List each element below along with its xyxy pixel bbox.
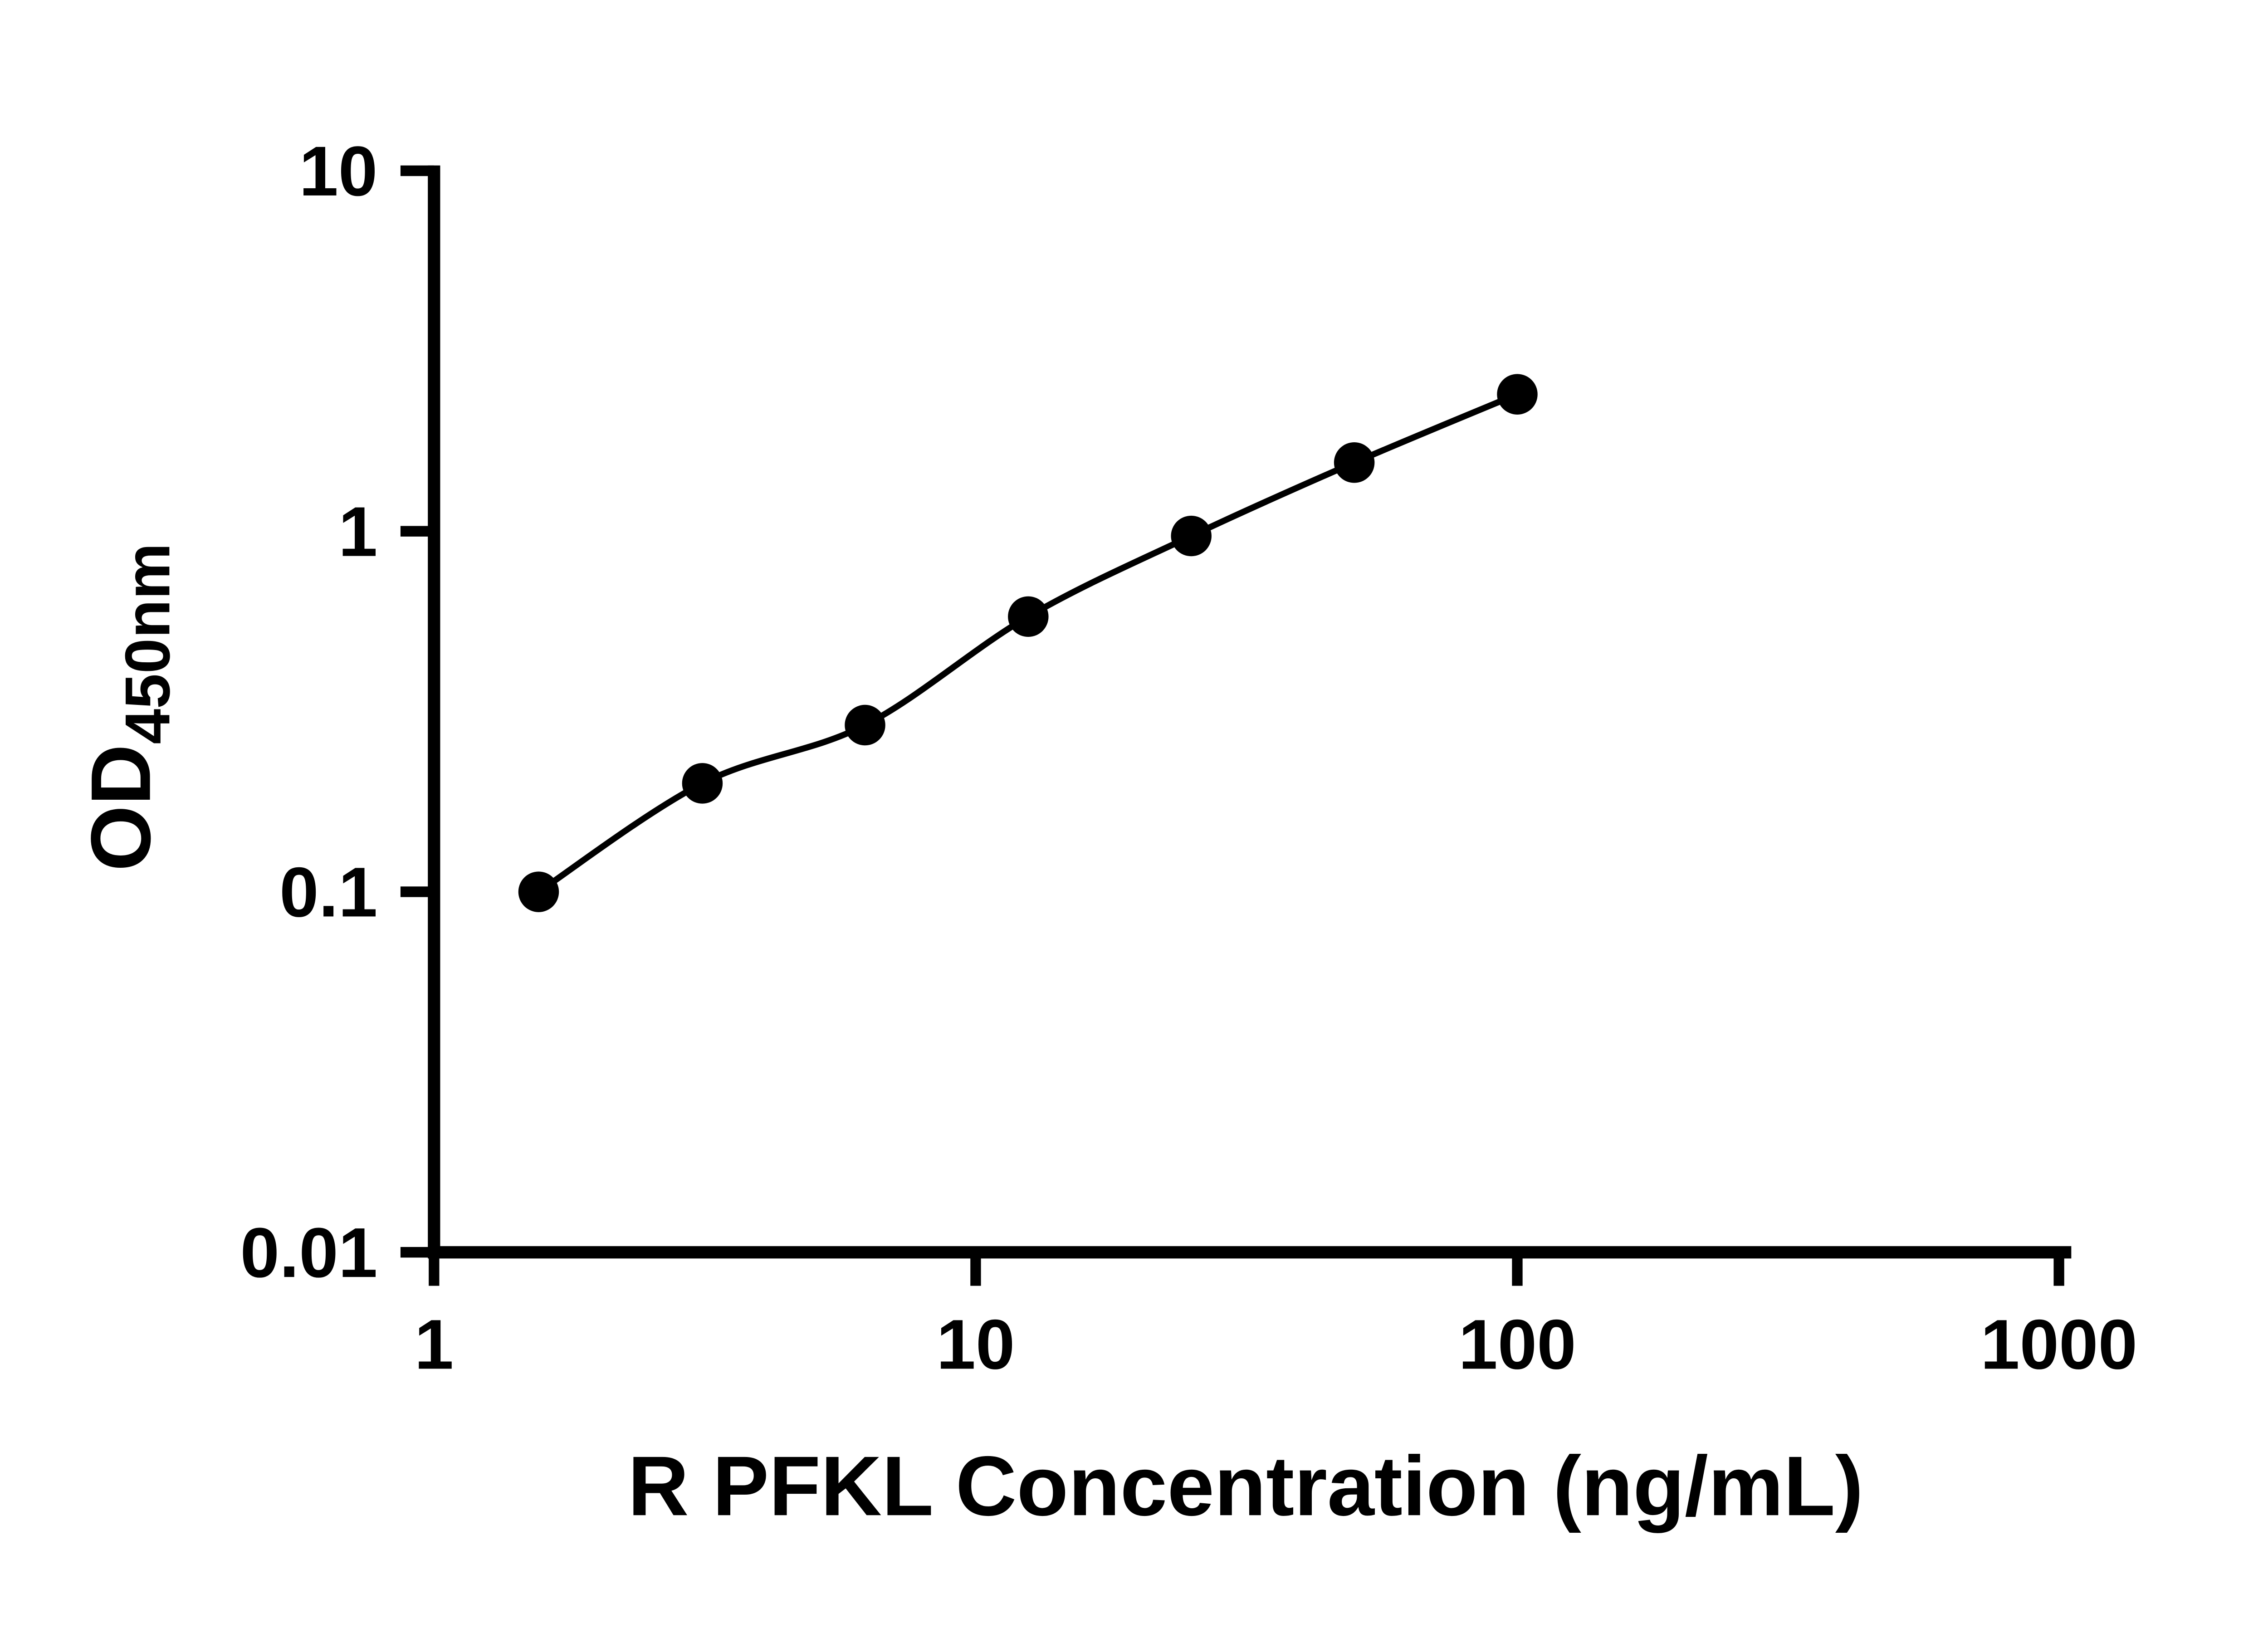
data-point [518,871,559,912]
x-axis-title: R PFKL Concentration (ng/mL) [628,1438,1863,1533]
data-point [682,763,723,804]
data-point [1008,596,1049,637]
y-tick-label: 1 [338,492,378,571]
data-point [1497,374,1538,415]
x-tick-label: 10 [936,1305,1015,1384]
y-tick-label: 10 [299,132,377,210]
axis-lines [428,165,2072,1259]
y-axis-title: OD450nm [73,543,183,871]
x-tick-label: 1 [415,1305,454,1384]
y-axis-title-subscript: 450nm [112,543,183,744]
x-tick-label: 100 [1458,1305,1576,1384]
plot-area: 1 10 100 1000 0.01 0.1 1 10 [240,132,2138,1384]
y-tick-label: 0.1 [279,852,377,931]
y-axis-title-main: OD [73,744,168,871]
data-point [1334,442,1375,483]
x-tick-label: 1000 [1980,1305,2137,1384]
data-point [845,704,885,746]
y-tick-label: 0.01 [240,1213,378,1292]
data-point [1171,515,1212,557]
